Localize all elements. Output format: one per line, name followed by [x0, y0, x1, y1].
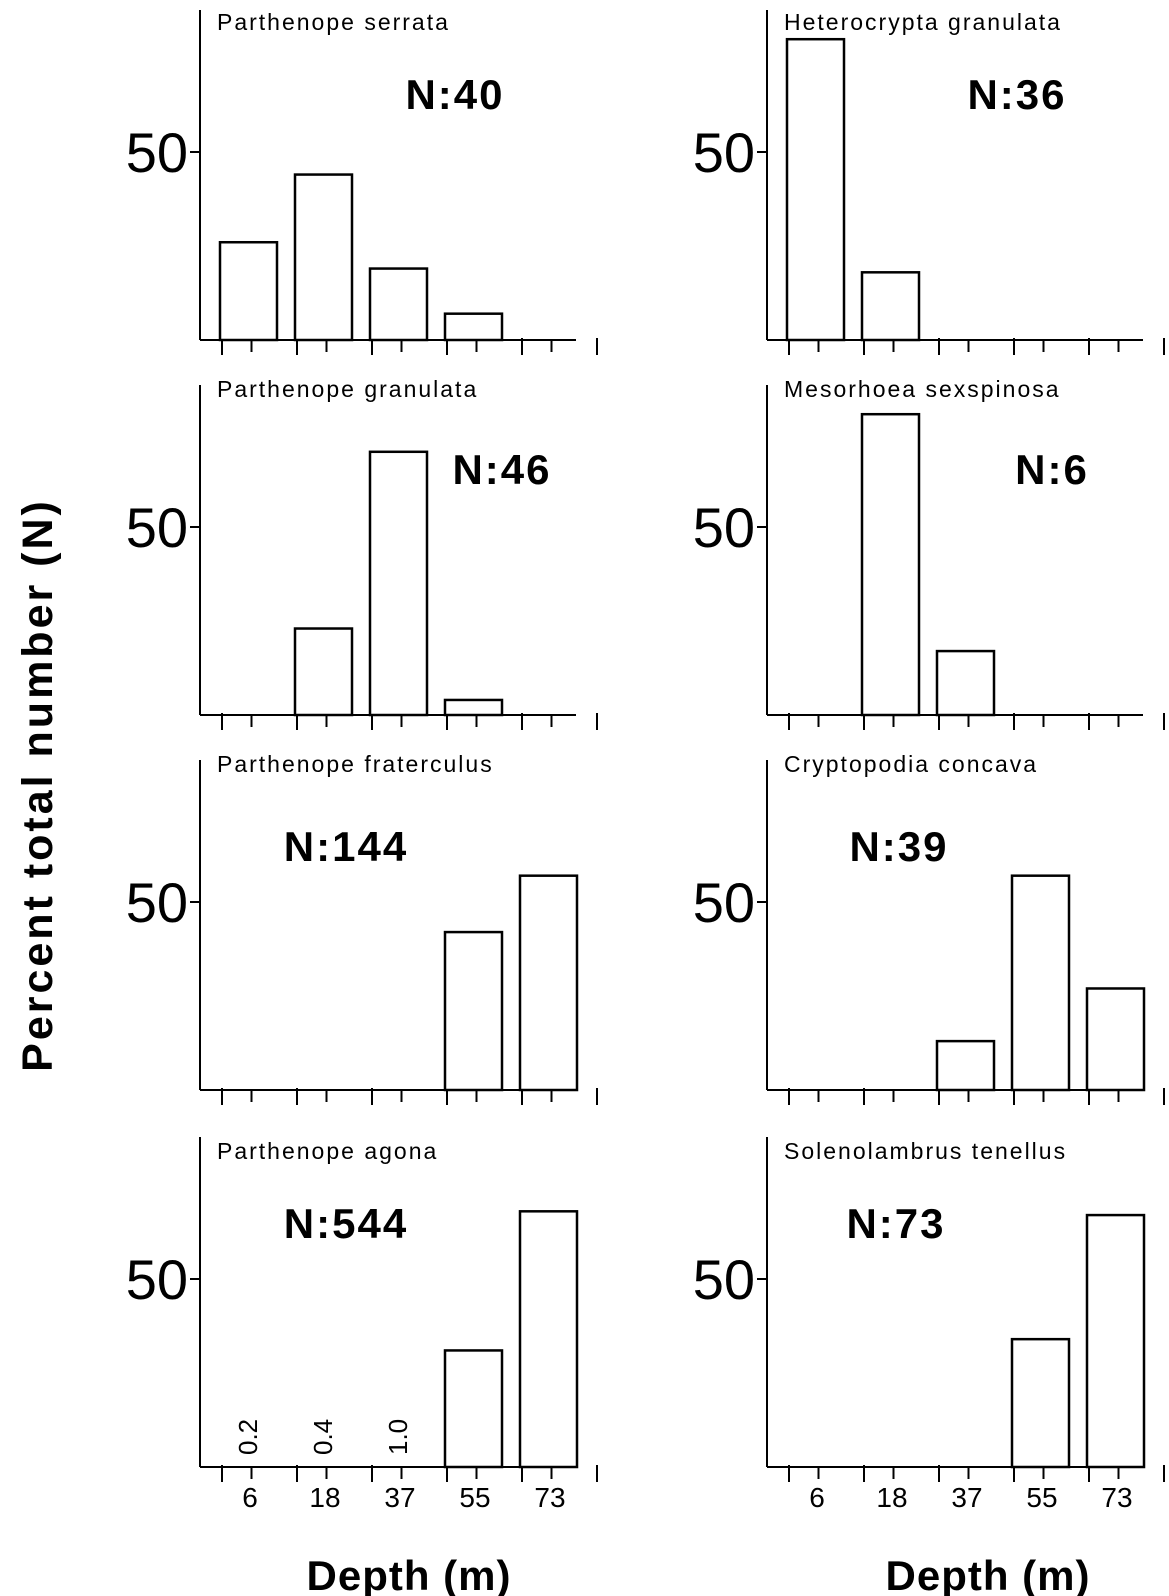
- panel-title: Parthenope fraterculus: [217, 751, 494, 777]
- x-tick-label-55: 55: [1026, 1482, 1057, 1513]
- bar-18: [293, 627, 354, 717]
- x-tick-label-73: 73: [1101, 1482, 1132, 1513]
- bar-37: [368, 267, 429, 342]
- sample-size-label: N:544: [284, 1200, 408, 1247]
- x-tick-label-18: 18: [309, 1482, 340, 1513]
- x-tick-label-18: 18: [876, 1482, 907, 1513]
- y-tick-label: 50: [126, 121, 188, 184]
- bar-55: [1010, 1337, 1071, 1469]
- sample-size-label: N:46: [452, 446, 551, 493]
- bar-55: [443, 698, 504, 717]
- sample-size-label: N:39: [849, 823, 948, 870]
- panel-title: Solenolambrus tenellus: [784, 1138, 1067, 1164]
- bar-55: [443, 312, 504, 342]
- sample-size-label: N:73: [846, 1200, 945, 1247]
- y-tick-label: 50: [126, 496, 188, 559]
- y-tick-label: 50: [693, 121, 755, 184]
- bar-73: [518, 1210, 579, 1469]
- x-tick-label-6: 6: [809, 1482, 825, 1513]
- value-label-6: 0.2: [233, 1419, 263, 1455]
- panel-parthenope-serrata: 50 Parthenope serrata N:40: [126, 9, 598, 355]
- bar-18: [860, 412, 921, 717]
- sample-size-label: N:144: [284, 823, 408, 870]
- value-label-37: 1.0: [383, 1419, 413, 1455]
- sample-size-label: N:6: [1015, 446, 1089, 493]
- y-tick-label: 50: [126, 1248, 188, 1311]
- bar-37: [935, 649, 996, 717]
- bar-55: [1010, 874, 1071, 1092]
- panel-parthenope-fraterculus: 50 Parthenope fraterculus N:144: [126, 751, 598, 1105]
- x-tick-label-37: 37: [384, 1482, 415, 1513]
- bar-73: [518, 874, 579, 1092]
- bar-73: [1085, 1213, 1146, 1469]
- x-tick-label-37: 37: [951, 1482, 982, 1513]
- y-tick-label: 50: [693, 1248, 755, 1311]
- panel-title: Parthenope granulata: [217, 376, 478, 402]
- sample-size-label: N:40: [405, 71, 504, 118]
- bar-18: [293, 173, 354, 342]
- bar-6: [785, 37, 846, 342]
- panel-title: Cryptopodia concava: [784, 751, 1038, 777]
- bar-6: [218, 240, 279, 342]
- x-tick-label-6: 6: [242, 1482, 258, 1513]
- bar-55: [443, 930, 504, 1092]
- x-axis-label-right: Depth (m): [886, 1552, 1091, 1596]
- panel-parthenope-agona: 50 0.2 0.4 1.0 Parthenope agona N:544 6 18 37 55 7…: [126, 1137, 598, 1513]
- panel-cryptopodia-concava: 50 Cryptopodia concava N:39: [693, 751, 1165, 1105]
- x-tick-label-55: 55: [459, 1482, 490, 1513]
- x-axis-label-left: Depth (m): [307, 1552, 512, 1596]
- bar-55: [443, 1349, 504, 1469]
- panel-title: Parthenope serrata: [217, 9, 450, 35]
- bar-18: [860, 271, 921, 342]
- x-tick-label-73: 73: [534, 1482, 565, 1513]
- panel-parthenope-granulata: 50 Parthenope granulata N:46: [126, 376, 598, 730]
- panel-solenolambrus-tenellus: 50 Solenolambrus tenellus N:73 6 18 37 55 73: [693, 1137, 1165, 1513]
- y-tick-label: 50: [693, 871, 755, 934]
- bar-37: [935, 1039, 996, 1092]
- panel-title: Heterocrypta granulata: [784, 9, 1062, 35]
- panel-mesorhoea-sexspinosa: 50 Mesorhoea sexspinosa N:6: [693, 376, 1165, 730]
- bar-37: [368, 450, 429, 717]
- y-axis-label: Percent total number (N): [14, 498, 62, 1072]
- bar-73: [1085, 987, 1146, 1092]
- sample-size-label: N:36: [967, 71, 1066, 118]
- panel-title: Parthenope agona: [217, 1138, 438, 1164]
- y-tick-label: 50: [126, 871, 188, 934]
- panel-title: Mesorhoea sexspinosa: [784, 376, 1061, 402]
- value-label-18: 0.4: [308, 1419, 338, 1455]
- y-tick-label: 50: [693, 496, 755, 559]
- panel-heterocrypta-granulata: 50 Heterocrypta granulata N:36: [693, 9, 1165, 355]
